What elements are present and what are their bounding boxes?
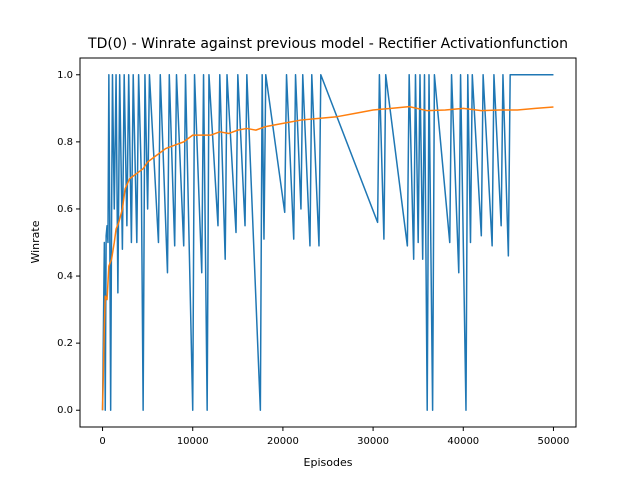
y-tick-label: 0.8 <box>57 137 73 148</box>
y-tick-label: 0.6 <box>57 204 73 215</box>
y-tick-label: 0.4 <box>57 271 73 282</box>
series-line <box>101 74 554 411</box>
x-tick-label: 30000 <box>357 436 389 447</box>
y-tick-label: 0.0 <box>57 405 73 416</box>
x-tick-label: 0 <box>99 436 105 447</box>
x-tick-label: 40000 <box>447 436 479 447</box>
y-tick-label: 1.0 <box>57 70 73 81</box>
x-axis-label: Episodes <box>304 456 353 469</box>
series-line <box>101 105 554 411</box>
y-axis-label: Winrate <box>29 220 42 263</box>
x-tick-label: 50000 <box>538 436 570 447</box>
x-tick-label: 20000 <box>267 436 299 447</box>
x-tick-label: 10000 <box>177 436 209 447</box>
chart-title: TD(0) - Winrate against previous model -… <box>87 36 568 52</box>
plot-frame <box>79 57 577 428</box>
y-tick-label: 0.2 <box>57 338 73 349</box>
